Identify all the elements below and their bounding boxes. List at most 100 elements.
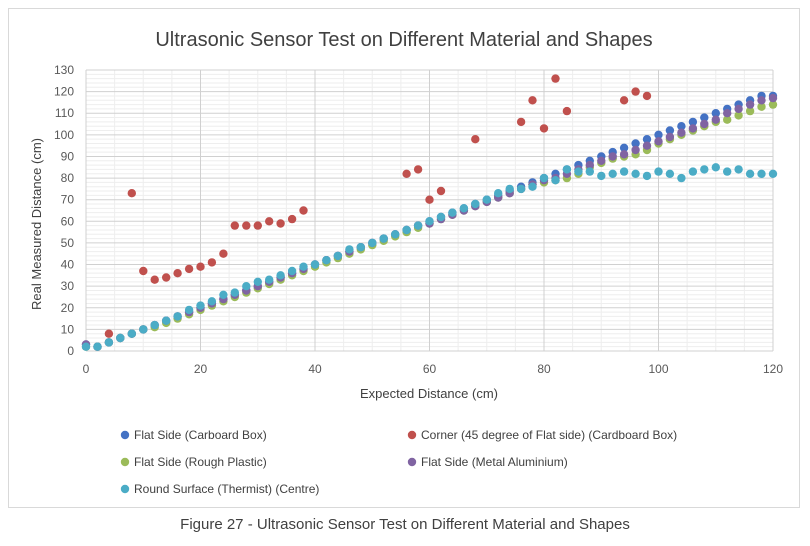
data-point-series-2: [104, 329, 114, 338]
data-point-series-5: [322, 256, 331, 265]
x-tick-label: 120: [763, 362, 783, 376]
x-tick-label: 0: [83, 362, 90, 376]
data-point-series-2: [150, 275, 159, 284]
data-point-series-5: [734, 165, 743, 174]
x-tick-label: 80: [537, 362, 551, 376]
data-point-series-1: [688, 117, 698, 127]
data-point-series-1: [654, 130, 663, 139]
data-point-series-2: [173, 269, 182, 278]
data-point-series-2: [219, 249, 228, 258]
data-point-series-1: [677, 122, 686, 131]
data-point-series-5: [448, 208, 457, 217]
legend-label: Round Surface (Thermist) (Centre): [134, 482, 319, 496]
data-point-series-5: [379, 234, 388, 243]
y-tick-label: 130: [54, 63, 74, 77]
legend-label: Flat Side (Metal Aluminium): [421, 455, 568, 469]
x-tick-label: 100: [648, 362, 668, 376]
y-tick-label: 0: [67, 344, 74, 358]
data-point-series-2: [276, 219, 285, 228]
data-point-series-5: [276, 271, 285, 280]
data-point-series-5: [162, 316, 171, 325]
data-point-series-5: [184, 305, 194, 315]
data-point-series-5: [539, 173, 549, 183]
data-point-series-2: [436, 186, 446, 196]
data-point-series-1: [631, 139, 640, 148]
legend-marker: [407, 430, 417, 440]
data-point-series-5: [345, 245, 354, 254]
legend-marker: [120, 457, 130, 467]
data-point-series-5: [104, 338, 114, 347]
data-point-series-5: [768, 169, 778, 178]
data-point-series-5: [139, 325, 148, 334]
data-point-series-5: [196, 301, 205, 310]
data-point-series-5: [665, 169, 675, 178]
x-axis-label: Expected Distance (cm): [360, 386, 498, 401]
data-point-series-2: [471, 135, 480, 144]
data-point-series-5: [471, 199, 480, 209]
data-point-series-5: [207, 297, 217, 306]
data-point-series-2: [551, 74, 560, 83]
data-point-series-2: [516, 117, 526, 127]
data-point-series-4: [654, 137, 663, 146]
y-tick-label: 20: [61, 301, 75, 315]
data-point-series-4: [757, 96, 766, 105]
y-tick-label: 10: [61, 322, 75, 336]
y-tick-label: 120: [54, 85, 74, 99]
data-point-series-5: [253, 277, 262, 286]
data-point-series-4: [745, 100, 755, 109]
data-point-series-5: [368, 238, 377, 248]
data-point-series-1: [700, 113, 709, 122]
data-point-series-5: [391, 230, 400, 239]
y-tick-label: 70: [61, 193, 75, 207]
data-point-series-2: [642, 91, 652, 101]
data-point-series-5: [425, 217, 434, 226]
data-point-series-5: [562, 165, 572, 174]
x-tick-label: 20: [194, 362, 208, 376]
data-point-series-5: [219, 290, 228, 299]
data-point-series-5: [528, 182, 537, 191]
data-point-series-2: [425, 195, 434, 204]
data-point-series-5: [459, 204, 469, 213]
legend-label: Flat Side (Rough Plastic): [134, 455, 267, 469]
data-point-series-5: [688, 167, 698, 176]
data-point-series-5: [356, 243, 365, 252]
data-point-series-2: [287, 214, 297, 224]
data-point-series-5: [310, 260, 320, 269]
y-tick-label: 80: [61, 171, 75, 185]
data-point-series-5: [402, 225, 411, 235]
data-point-series-5: [299, 262, 308, 271]
data-point-series-3: [734, 111, 743, 120]
data-point-series-2: [265, 217, 274, 226]
data-point-series-4: [734, 104, 743, 114]
data-point-series-1: [619, 143, 629, 152]
data-point-series-4: [619, 150, 629, 159]
data-point-series-2: [562, 106, 572, 116]
data-point-series-5: [150, 320, 159, 330]
legend: Flat Side (Carboard Box) Corner (45 degre…: [120, 428, 677, 496]
data-point-series-4: [608, 152, 617, 161]
data-point-series-4: [723, 109, 732, 118]
data-point-series-1: [711, 109, 720, 118]
data-point-series-5: [723, 167, 732, 176]
legend-label: Corner (45 degree of Flat side) (Cardboa…: [421, 428, 677, 442]
data-point-series-2: [528, 96, 537, 105]
x-tick-label: 40: [308, 362, 322, 376]
data-point-series-2: [162, 273, 171, 282]
data-point-series-4: [768, 93, 778, 103]
data-point-series-2: [402, 169, 411, 178]
legend-label: Flat Side (Carboard Box): [134, 428, 267, 442]
data-point-series-5: [677, 173, 686, 183]
legend-marker: [120, 430, 130, 440]
figure-caption: Figure 27 - Ultrasonic Sensor Test on Di…: [180, 516, 630, 533]
y-axis-label: Real Measured Distance (cm): [29, 138, 44, 310]
data-point-series-2: [299, 206, 308, 215]
data-point-series-5: [413, 221, 423, 230]
data-point-series-1: [665, 126, 675, 135]
data-point-series-3: [768, 100, 778, 109]
data-point-series-2: [539, 124, 549, 133]
y-tick-label: 110: [55, 106, 74, 120]
data-point-series-5: [516, 184, 526, 194]
data-point-series-3: [723, 115, 732, 124]
legend-marker: [120, 484, 130, 494]
data-point-series-3: [745, 106, 755, 116]
